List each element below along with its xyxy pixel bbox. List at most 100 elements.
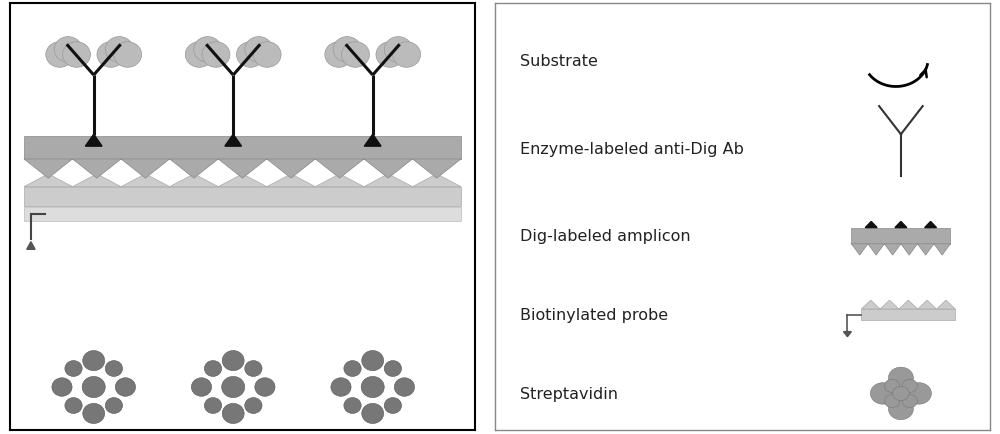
Polygon shape — [851, 244, 868, 256]
Polygon shape — [364, 135, 381, 147]
Circle shape — [236, 43, 264, 68]
Circle shape — [54, 37, 82, 63]
Bar — [851, 228, 950, 244]
Circle shape — [884, 395, 900, 408]
Circle shape — [362, 351, 384, 371]
Circle shape — [255, 378, 275, 396]
Circle shape — [46, 43, 74, 68]
Circle shape — [362, 404, 384, 424]
Circle shape — [393, 43, 421, 68]
Polygon shape — [27, 242, 35, 250]
Circle shape — [222, 351, 244, 371]
Polygon shape — [865, 222, 877, 228]
Circle shape — [191, 378, 212, 396]
Polygon shape — [880, 300, 899, 309]
Polygon shape — [267, 174, 315, 187]
Circle shape — [245, 398, 262, 414]
Polygon shape — [364, 174, 412, 187]
Circle shape — [222, 404, 244, 424]
Circle shape — [342, 43, 369, 68]
Circle shape — [902, 379, 917, 392]
Circle shape — [194, 37, 222, 63]
Polygon shape — [412, 174, 461, 187]
Polygon shape — [267, 160, 315, 179]
Polygon shape — [925, 222, 937, 228]
Circle shape — [202, 43, 230, 68]
Text: Substrate: Substrate — [520, 54, 598, 69]
Circle shape — [97, 43, 125, 68]
Circle shape — [52, 378, 72, 396]
Circle shape — [333, 37, 361, 63]
Circle shape — [893, 386, 909, 401]
Polygon shape — [934, 244, 950, 256]
Circle shape — [384, 361, 402, 377]
Polygon shape — [85, 135, 102, 147]
Circle shape — [394, 378, 415, 396]
Text: Biotinylated probe: Biotinylated probe — [520, 307, 668, 322]
Circle shape — [105, 37, 133, 63]
Circle shape — [204, 361, 222, 377]
Text: Dig-labeled amplicon: Dig-labeled amplicon — [520, 229, 690, 243]
Polygon shape — [170, 174, 218, 187]
Polygon shape — [170, 160, 218, 179]
Circle shape — [331, 378, 351, 396]
Polygon shape — [868, 244, 884, 256]
Polygon shape — [315, 160, 364, 179]
Polygon shape — [364, 160, 412, 179]
Polygon shape — [843, 332, 851, 337]
Circle shape — [222, 377, 245, 398]
Circle shape — [384, 398, 402, 414]
Bar — [24, 187, 461, 206]
Circle shape — [245, 37, 273, 63]
Polygon shape — [73, 160, 121, 179]
Circle shape — [344, 361, 361, 377]
Circle shape — [376, 43, 404, 68]
Circle shape — [83, 404, 105, 424]
Polygon shape — [861, 300, 880, 309]
Circle shape — [63, 43, 90, 68]
Circle shape — [888, 398, 913, 420]
Circle shape — [884, 379, 900, 392]
Polygon shape — [121, 160, 170, 179]
Circle shape — [902, 395, 917, 408]
Circle shape — [65, 361, 82, 377]
Bar — [24, 207, 461, 221]
Circle shape — [114, 43, 142, 68]
Polygon shape — [895, 222, 907, 228]
Polygon shape — [225, 135, 242, 147]
Polygon shape — [918, 300, 937, 309]
Circle shape — [65, 398, 82, 414]
Circle shape — [83, 351, 105, 371]
Polygon shape — [412, 160, 461, 179]
Circle shape — [105, 361, 123, 377]
Circle shape — [361, 377, 384, 398]
Circle shape — [344, 398, 361, 414]
Bar — [24, 136, 461, 160]
Circle shape — [82, 377, 105, 398]
Circle shape — [325, 43, 353, 68]
Polygon shape — [121, 174, 170, 187]
Polygon shape — [218, 174, 267, 187]
Polygon shape — [901, 244, 917, 256]
Polygon shape — [24, 160, 73, 179]
Circle shape — [906, 383, 931, 404]
Polygon shape — [917, 244, 934, 256]
Circle shape — [204, 398, 222, 414]
Polygon shape — [937, 300, 955, 309]
Text: Enzyme-labeled anti-Dig Ab: Enzyme-labeled anti-Dig Ab — [520, 141, 744, 156]
Circle shape — [253, 43, 281, 68]
Circle shape — [888, 367, 913, 389]
Circle shape — [185, 43, 213, 68]
Circle shape — [870, 383, 895, 404]
Circle shape — [245, 361, 262, 377]
Polygon shape — [24, 174, 73, 187]
Circle shape — [384, 37, 412, 63]
Bar — [861, 309, 955, 320]
Circle shape — [115, 378, 136, 396]
Circle shape — [105, 398, 123, 414]
Polygon shape — [899, 300, 918, 309]
Polygon shape — [218, 160, 267, 179]
Polygon shape — [884, 244, 901, 256]
Polygon shape — [315, 174, 364, 187]
Text: Streptavidin: Streptavidin — [520, 386, 618, 401]
